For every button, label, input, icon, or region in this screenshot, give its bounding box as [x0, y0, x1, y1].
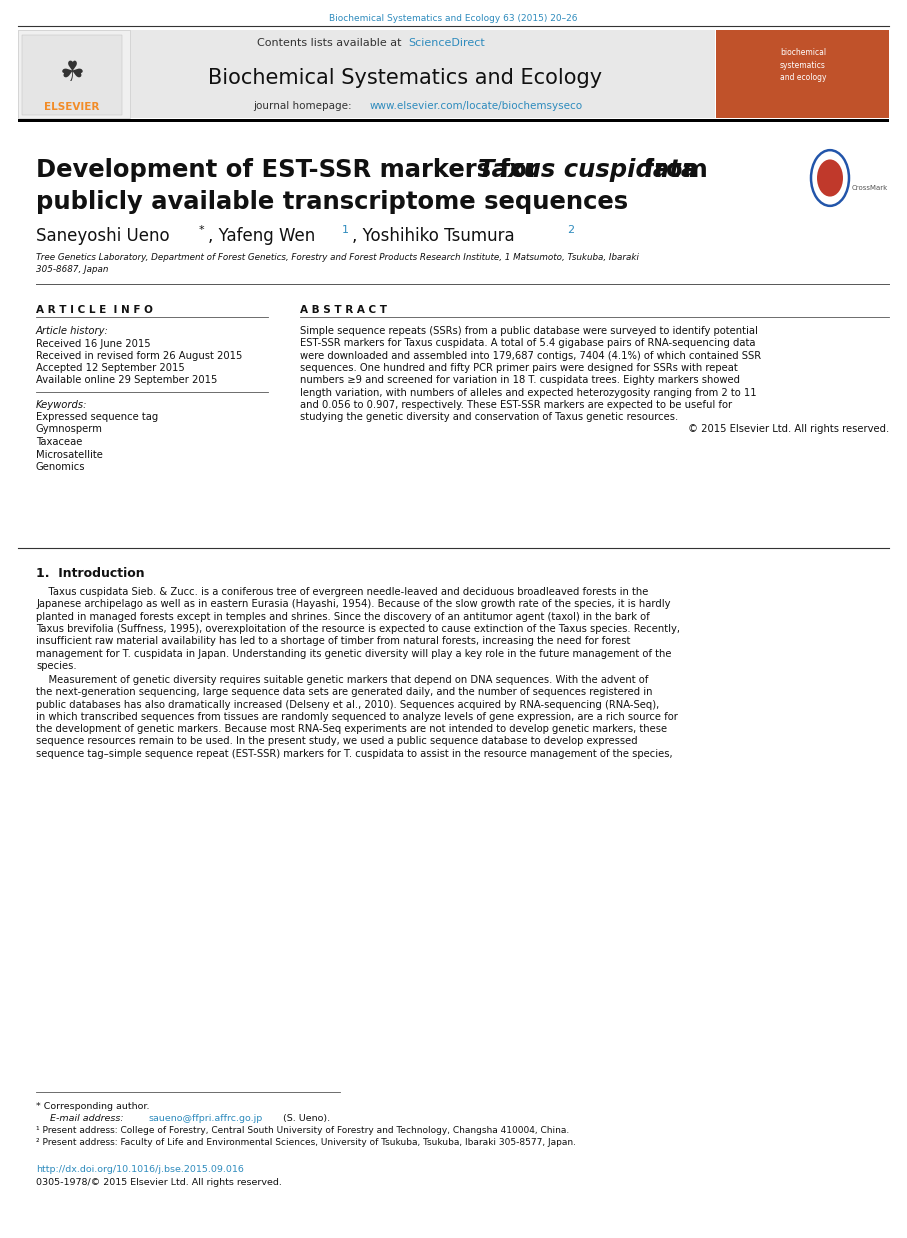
Text: from: from	[635, 158, 707, 182]
Text: sequence resources remain to be used. In the present study, we used a public seq: sequence resources remain to be used. In…	[36, 737, 638, 747]
Bar	[18, 30, 130, 118]
Text: species.: species.	[36, 661, 76, 671]
Text: 0305-1978/© 2015 Elsevier Ltd. All rights reserved.: 0305-1978/© 2015 Elsevier Ltd. All right…	[36, 1179, 282, 1187]
Text: Received in revised form 26 August 2015: Received in revised form 26 August 2015	[36, 352, 242, 361]
Text: 2: 2	[567, 225, 574, 235]
Text: length variation, with numbers of alleles and expected heterozygosity ranging fr: length variation, with numbers of allele…	[300, 387, 756, 397]
Text: Gymnosperm: Gymnosperm	[36, 425, 102, 435]
Text: www.elsevier.com/locate/biochemsyseco: www.elsevier.com/locate/biochemsyseco	[370, 102, 583, 111]
Text: Keywords:: Keywords:	[36, 400, 87, 410]
Text: Genomics: Genomics	[36, 462, 85, 472]
Bar	[18, 30, 715, 118]
Text: the next-generation sequencing, large sequence data sets are generated daily, an: the next-generation sequencing, large se…	[36, 687, 652, 697]
Text: © 2015 Elsevier Ltd. All rights reserved.: © 2015 Elsevier Ltd. All rights reserved…	[688, 425, 889, 435]
Text: numbers ≥9 and screened for variation in 18 T. cuspidata trees. Eighty markers s: numbers ≥9 and screened for variation in…	[300, 375, 740, 385]
Text: *: *	[199, 225, 205, 235]
Text: ScienceDirect: ScienceDirect	[408, 38, 484, 48]
Text: journal homepage:: journal homepage:	[253, 102, 355, 111]
Text: the development of genetic markers. Because most RNA-Seq experiments are not int: the development of genetic markers. Beca…	[36, 724, 668, 734]
Text: Microsatellite: Microsatellite	[36, 449, 102, 459]
Text: sequence tag–simple sequence repeat (EST-SSR) markers for T. cuspidata to assist: sequence tag–simple sequence repeat (EST…	[36, 749, 673, 759]
Text: saueno@ffpri.affrc.go.jp: saueno@ffpri.affrc.go.jp	[148, 1114, 262, 1123]
Ellipse shape	[811, 150, 849, 206]
Text: Taxus cuspidata: Taxus cuspidata	[478, 158, 697, 182]
Text: Development of EST-SSR markers for: Development of EST-SSR markers for	[36, 158, 547, 182]
Text: ELSEVIER: ELSEVIER	[44, 102, 100, 111]
Text: in which transcribed sequences from tissues are randomly sequenced to analyze le: in which transcribed sequences from tiss…	[36, 712, 678, 722]
Bar	[22, 35, 122, 115]
Text: Available online 29 September 2015: Available online 29 September 2015	[36, 375, 218, 385]
Text: CrossMark: CrossMark	[852, 184, 888, 191]
Text: 1: 1	[342, 225, 349, 235]
Text: Article history:: Article history:	[36, 326, 109, 335]
Text: ¹ Present address: College of Forestry, Central South University of Forestry and: ¹ Present address: College of Forestry, …	[36, 1127, 570, 1135]
Text: Taxus brevifolia (Suffness, 1995), overexploitation of the resource is expected : Taxus brevifolia (Suffness, 1995), overe…	[36, 624, 680, 634]
Text: http://dx.doi.org/10.1016/j.bse.2015.09.016: http://dx.doi.org/10.1016/j.bse.2015.09.…	[36, 1165, 244, 1174]
Text: Taxaceae: Taxaceae	[36, 437, 83, 447]
Text: Japanese archipelago as well as in eastern Eurasia (Hayashi, 1954). Because of t: Japanese archipelago as well as in easte…	[36, 599, 670, 609]
Text: Simple sequence repeats (SSRs) from a public database were surveyed to identify : Simple sequence repeats (SSRs) from a pu…	[300, 326, 758, 335]
Text: Contents lists available at: Contents lists available at	[257, 38, 405, 48]
Text: , Yafeng Wen: , Yafeng Wen	[208, 227, 320, 245]
Text: insufficient raw material availability has led to a shortage of timber from natu: insufficient raw material availability h…	[36, 636, 630, 646]
Ellipse shape	[817, 160, 843, 197]
Text: and 0.056 to 0.907, respectively. These EST-SSR markers are expected to be usefu: and 0.056 to 0.907, respectively. These …	[300, 400, 732, 410]
Text: Taxus cuspidata Sieb. & Zucc. is a coniferous tree of evergreen needle-leaved an: Taxus cuspidata Sieb. & Zucc. is a conif…	[36, 587, 649, 597]
Text: Tree Genetics Laboratory, Department of Forest Genetics, Forestry and Forest Pro: Tree Genetics Laboratory, Department of …	[36, 253, 639, 275]
Text: Expressed sequence tag: Expressed sequence tag	[36, 412, 158, 422]
Text: Saneyoshi Ueno: Saneyoshi Ueno	[36, 227, 170, 245]
Text: planted in managed forests except in temples and shrines. Since the discovery of: planted in managed forests except in tem…	[36, 612, 649, 621]
Text: 1.  Introduction: 1. Introduction	[36, 567, 144, 579]
Text: Received 16 June 2015: Received 16 June 2015	[36, 339, 151, 349]
Text: were downloaded and assembled into 179,687 contigs, 7404 (4.1%) of which contain: were downloaded and assembled into 179,6…	[300, 350, 761, 360]
Bar	[716, 30, 889, 118]
Text: E-mail address:: E-mail address:	[50, 1114, 127, 1123]
Text: , Yoshihiko Tsumura: , Yoshihiko Tsumura	[352, 227, 520, 245]
Bar	[18, 119, 889, 123]
Text: * Corresponding author.: * Corresponding author.	[36, 1102, 150, 1110]
Text: A B S T R A C T: A B S T R A C T	[300, 305, 387, 314]
Text: ☘: ☘	[60, 59, 84, 87]
Text: sequences. One hundred and fifty PCR primer pairs were designed for SSRs with re: sequences. One hundred and fifty PCR pri…	[300, 363, 737, 373]
Text: Biochemical Systematics and Ecology 63 (2015) 20–26: Biochemical Systematics and Ecology 63 (…	[329, 14, 578, 24]
Text: (S. Ueno).: (S. Ueno).	[280, 1114, 330, 1123]
Text: management for T. cuspidata in Japan. Understanding its genetic diversity will p: management for T. cuspidata in Japan. Un…	[36, 649, 671, 659]
Text: EST-SSR markers for Taxus cuspidata. A total of 5.4 gigabase pairs of RNA-sequen: EST-SSR markers for Taxus cuspidata. A t…	[300, 338, 756, 348]
Text: publicly available transcriptome sequences: publicly available transcriptome sequenc…	[36, 189, 629, 214]
Text: biochemical
systematics
and ecology: biochemical systematics and ecology	[780, 48, 826, 82]
Text: Accepted 12 September 2015: Accepted 12 September 2015	[36, 363, 185, 373]
Text: ² Present address: Faculty of Life and Environmental Sciences, University of Tsu: ² Present address: Faculty of Life and E…	[36, 1138, 576, 1146]
Text: A R T I C L E  I N F O: A R T I C L E I N F O	[36, 305, 153, 314]
Text: Biochemical Systematics and Ecology: Biochemical Systematics and Ecology	[208, 68, 602, 88]
Text: public databases has also dramatically increased (Delseny et al., 2010). Sequenc: public databases has also dramatically i…	[36, 699, 659, 709]
Text: studying the genetic diversity and conservation of Taxus genetic resources.: studying the genetic diversity and conse…	[300, 412, 678, 422]
Text: Measurement of genetic diversity requires suitable genetic markers that depend o: Measurement of genetic diversity require…	[36, 675, 649, 685]
